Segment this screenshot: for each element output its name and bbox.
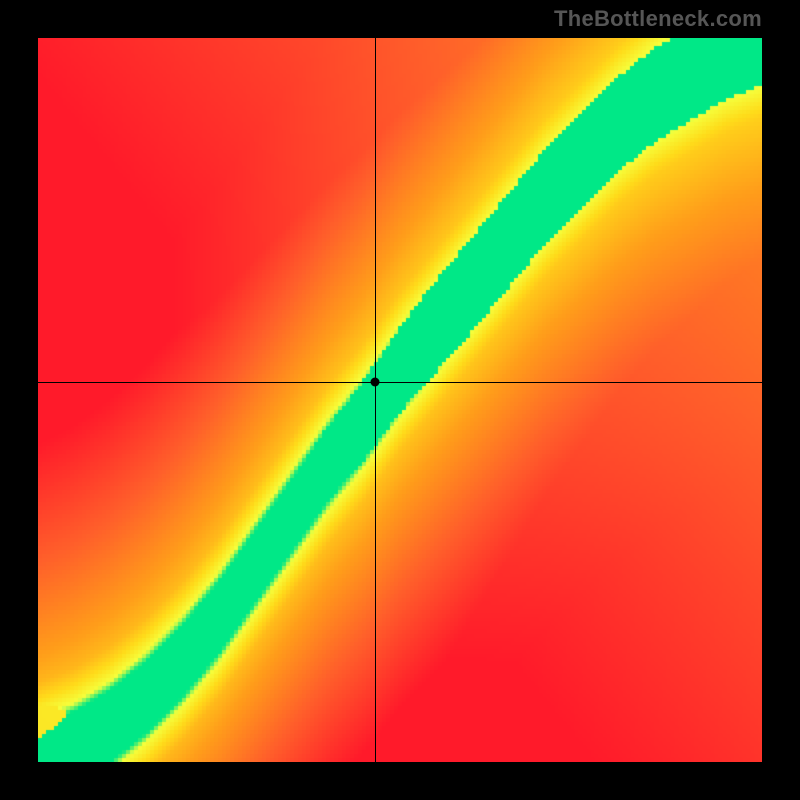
heatmap-plot	[38, 38, 762, 762]
crosshair-vertical	[375, 38, 376, 762]
crosshair-marker	[371, 377, 380, 386]
crosshair-horizontal	[38, 382, 762, 383]
watermark-text: TheBottleneck.com	[554, 6, 762, 32]
heatmap-canvas	[38, 38, 762, 762]
